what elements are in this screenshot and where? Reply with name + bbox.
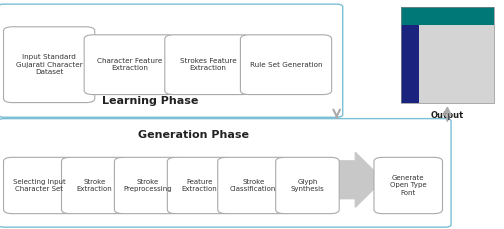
Text: Rule Set Generation: Rule Set Generation [250, 62, 322, 68]
Text: Strokes Feature
Extraction: Strokes Feature Extraction [179, 58, 236, 71]
FancyBboxPatch shape [84, 35, 175, 95]
FancyBboxPatch shape [419, 25, 494, 103]
FancyBboxPatch shape [0, 119, 451, 227]
FancyBboxPatch shape [240, 35, 332, 95]
Text: Generation Phase: Generation Phase [138, 130, 249, 140]
Text: Input Standard
Gujarati Character
Dataset: Input Standard Gujarati Character Datase… [16, 54, 83, 75]
FancyBboxPatch shape [218, 157, 289, 214]
FancyBboxPatch shape [165, 35, 251, 95]
Text: Selecting Input
Character Set: Selecting Input Character Set [13, 179, 66, 192]
FancyBboxPatch shape [61, 157, 128, 214]
FancyBboxPatch shape [0, 4, 343, 117]
Text: Stroke
Extraction: Stroke Extraction [77, 179, 112, 192]
FancyBboxPatch shape [114, 157, 180, 214]
FancyArrow shape [20, 152, 383, 207]
FancyBboxPatch shape [4, 157, 75, 214]
Text: Output: Output [431, 111, 464, 120]
FancyArrow shape [20, 37, 320, 92]
FancyBboxPatch shape [276, 157, 339, 214]
FancyBboxPatch shape [401, 25, 419, 103]
Text: Character Feature
Extraction: Character Feature Extraction [97, 58, 162, 71]
Text: Glyph
Synthesis: Glyph Synthesis [291, 179, 324, 192]
Text: Learning Phase: Learning Phase [102, 96, 199, 106]
Text: Generate
Open Type
Font: Generate Open Type Font [390, 175, 426, 196]
FancyBboxPatch shape [167, 157, 231, 214]
Text: Feature
Extraction: Feature Extraction [181, 179, 217, 192]
Text: Stroke
Classification: Stroke Classification [230, 179, 277, 192]
FancyBboxPatch shape [374, 157, 443, 214]
FancyBboxPatch shape [401, 7, 494, 25]
Text: Stroke
Preprocessing: Stroke Preprocessing [123, 179, 172, 192]
FancyBboxPatch shape [4, 27, 95, 103]
